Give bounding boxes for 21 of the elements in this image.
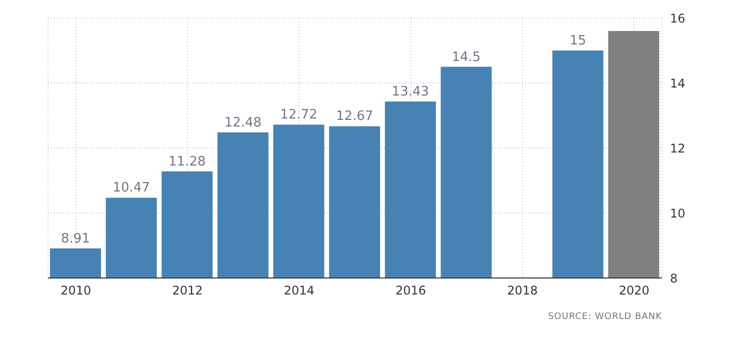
- x-tick-label: 2012: [172, 284, 203, 298]
- data-label: 12.48: [224, 115, 262, 130]
- data-label: 15: [570, 34, 586, 48]
- data-label: 10.47: [112, 180, 150, 196]
- data-label: 12.72: [280, 108, 318, 123]
- data-label: 8.91: [61, 231, 90, 246]
- y-tick-label: 10: [670, 206, 686, 220]
- y-tick-label: 16: [670, 11, 686, 26]
- data-label: 11.28: [168, 154, 206, 170]
- x-tick-label: 2020: [618, 284, 650, 298]
- x-tick-label: 2018: [507, 284, 538, 298]
- y-tick-label: 12: [670, 141, 686, 156]
- data-label: 12.67: [336, 109, 374, 124]
- source-note: SOURCE: WORLD BANK: [546, 312, 663, 322]
- y-tick-label: 14: [670, 76, 686, 90]
- x-tick-label: 2010: [60, 284, 92, 298]
- x-tick-label: 2016: [396, 284, 426, 298]
- data-label: 13.43: [392, 84, 430, 100]
- y-tick-label: 8: [670, 271, 678, 286]
- x-tick-label: 2014: [284, 284, 314, 298]
- data-label: 14.5: [452, 50, 481, 65]
